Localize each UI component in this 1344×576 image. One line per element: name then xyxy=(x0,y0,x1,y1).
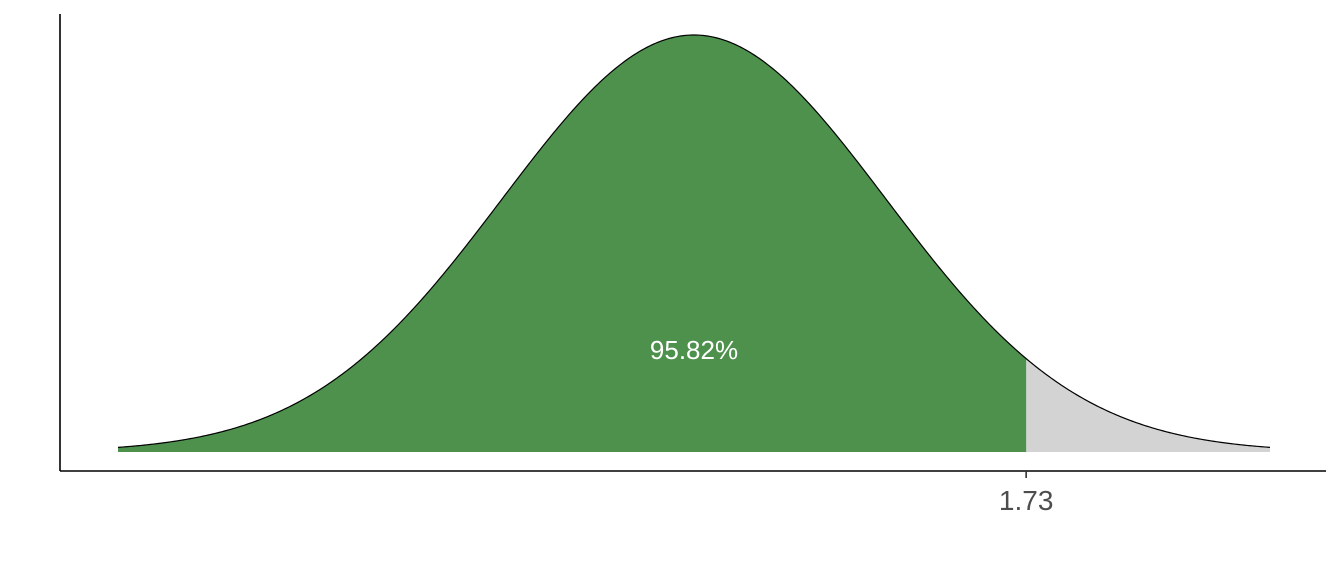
density-curve xyxy=(117,34,1271,448)
area-percentage-label: 95.82% xyxy=(650,335,738,365)
x-tick-label: 1.73 xyxy=(999,485,1054,516)
unshaded-tail-area xyxy=(1026,358,1270,452)
x-axis-ticks: 1.73 xyxy=(999,471,1054,516)
shaded-area xyxy=(118,35,1027,452)
